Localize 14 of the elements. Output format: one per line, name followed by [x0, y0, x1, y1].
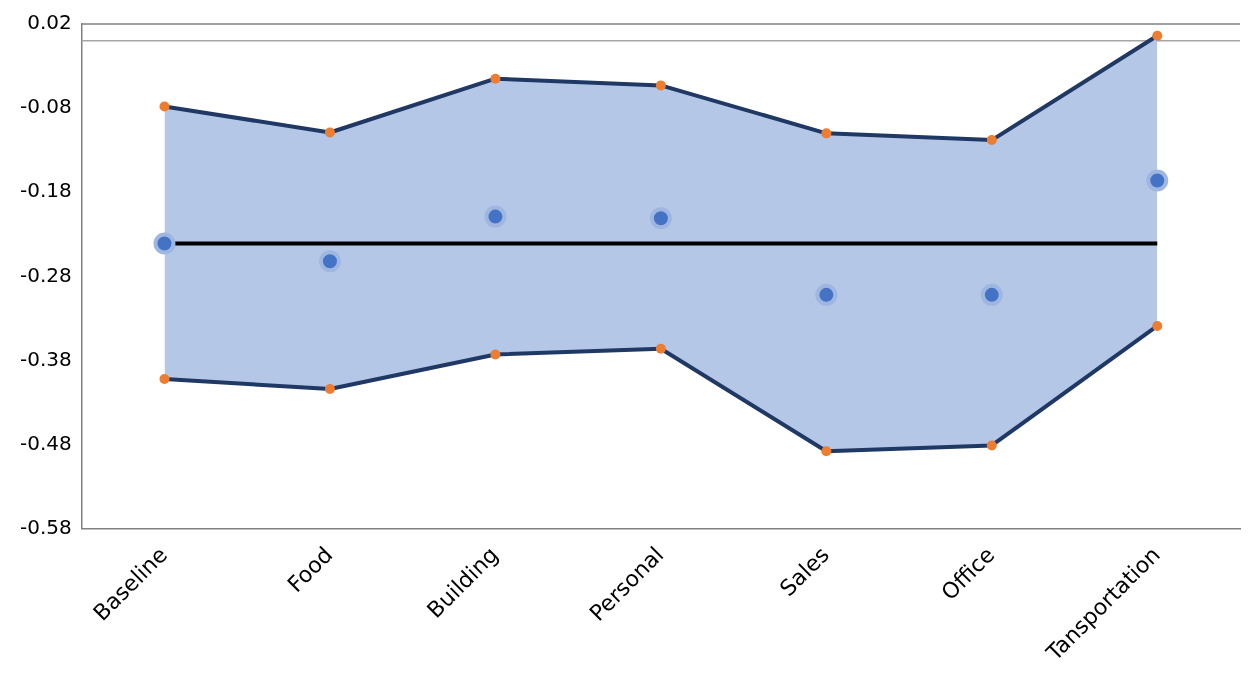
point: [153, 232, 176, 255]
y-tick-label: 0.02: [27, 10, 72, 35]
point: [484, 205, 507, 228]
point: [649, 207, 672, 230]
y-tick-label: -0.48: [20, 430, 72, 455]
point: [318, 250, 341, 273]
y-tick-label: -0.18: [20, 178, 72, 203]
y-tick-label: -0.38: [20, 346, 72, 371]
point: [1146, 169, 1169, 192]
point: [980, 283, 1003, 306]
y-tick-label: -0.28: [20, 262, 72, 287]
y-tick-label: -0.08: [20, 94, 72, 119]
y-tick-label: -0.58: [20, 514, 72, 539]
point: [815, 283, 838, 306]
